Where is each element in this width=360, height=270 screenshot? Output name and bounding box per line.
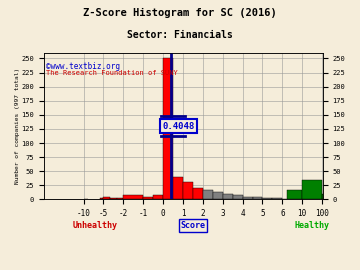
Text: Healthy: Healthy	[294, 221, 330, 230]
Bar	[252, 197, 262, 200]
Bar	[110, 198, 117, 200]
Bar	[213, 191, 223, 200]
Bar	[123, 195, 143, 200]
Text: Sector: Financials: Sector: Financials	[127, 30, 233, 40]
Bar	[103, 197, 110, 200]
Bar	[203, 190, 213, 200]
Bar	[99, 198, 103, 200]
Bar	[183, 183, 193, 200]
Text: Z-Score Histogram for SC (2016): Z-Score Histogram for SC (2016)	[83, 8, 277, 18]
Bar	[173, 177, 183, 200]
Bar	[282, 199, 287, 200]
Bar	[287, 190, 302, 200]
Bar	[262, 198, 273, 200]
Bar	[273, 198, 282, 200]
Text: 0.4048: 0.4048	[162, 122, 194, 131]
Bar	[322, 194, 323, 200]
Bar	[302, 180, 322, 200]
Bar	[143, 197, 153, 200]
Text: ©www.textbiz.org: ©www.textbiz.org	[46, 62, 120, 71]
Text: Score: Score	[180, 221, 206, 230]
Bar	[117, 198, 123, 200]
Bar	[153, 195, 163, 200]
Bar	[233, 195, 243, 200]
Bar	[193, 188, 203, 200]
Bar	[84, 199, 87, 200]
Y-axis label: Number of companies (997 total): Number of companies (997 total)	[15, 68, 20, 184]
Bar	[243, 197, 252, 200]
Bar	[223, 194, 233, 200]
Text: The Research Foundation of SUNY: The Research Foundation of SUNY	[46, 70, 177, 76]
Bar	[163, 58, 173, 200]
Text: Unhealthy: Unhealthy	[73, 221, 118, 230]
